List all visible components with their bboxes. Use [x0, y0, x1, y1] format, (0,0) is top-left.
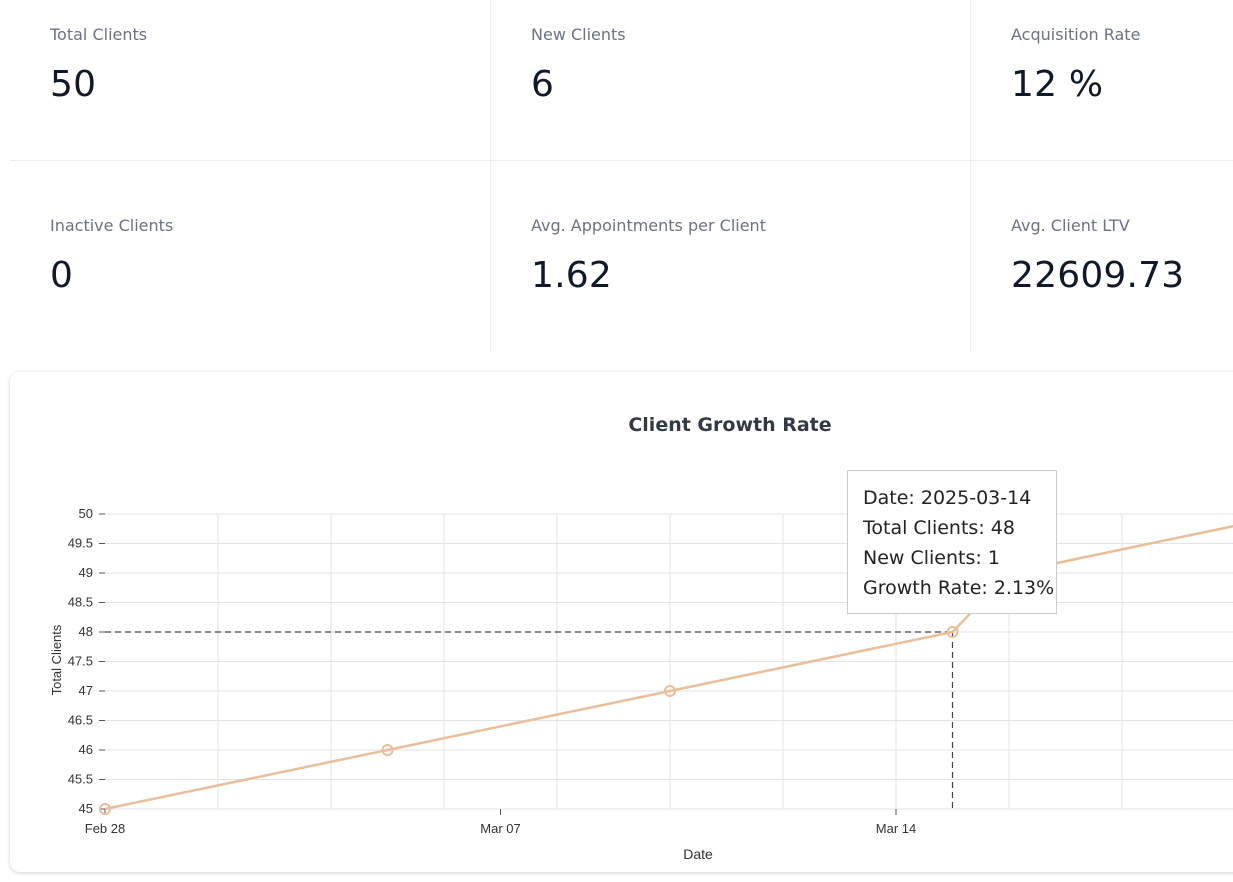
stat-label: Acquisition Rate	[1011, 25, 1141, 44]
tooltip-growth-rate: Growth Rate: 2.13%	[863, 577, 1055, 599]
y-tick-label: 49.5	[68, 536, 93, 551]
data-point-marker	[664, 685, 676, 697]
y-tick-label: 48	[79, 624, 93, 639]
y-tick-label: 46.5	[68, 713, 93, 728]
y-tick-label: 48.5	[68, 595, 93, 610]
stat-value: 50	[50, 64, 97, 105]
y-tick-label: 47	[79, 683, 93, 698]
stat-label: Avg. Client LTV	[1011, 216, 1130, 235]
client-growth-chart-card: Client Growth Rate 45 45.5 46 46.5 47 47.5 48 4…	[10, 372, 1233, 872]
y-tick-label: 50	[79, 506, 93, 521]
chart-tooltip: Date: 2025-03-14 Total Clients: 48 New C…	[847, 470, 1057, 614]
y-axis-label: Total Clients	[49, 624, 64, 695]
y-tick-label: 45	[79, 801, 93, 816]
stat-value: 6	[531, 64, 555, 105]
stats-grid: Total Clients 50 New Clients 6 Acquisiti…	[10, 0, 1233, 352]
stat-label: Inactive Clients	[50, 216, 174, 235]
data-point-marker	[99, 803, 111, 815]
tooltip-new-clients: New Clients: 1	[863, 547, 1000, 569]
stat-value: 1.62	[531, 255, 612, 296]
stat-value: 0	[50, 255, 74, 296]
data-point-marker	[381, 744, 394, 756]
chart-series	[99, 524, 1233, 815]
tooltip-date: Date: 2025-03-14	[863, 487, 1032, 509]
chart-crosshair	[105, 631, 954, 809]
stat-value: 12 %	[1011, 64, 1104, 105]
x-tick-label: Mar 14	[876, 821, 916, 836]
data-point-marker	[946, 626, 959, 638]
chart-axes: 45 45.5 46 46.5 47 47.5 48 48.5 49 49.5 50 Feb 28 Ma…	[68, 506, 917, 836]
stat-inactive-clients: Inactive Clients 0	[10, 161, 490, 352]
y-tick-label: 45.5	[68, 772, 93, 787]
x-tick-label: Feb 28	[85, 821, 125, 836]
y-tick-label: 46	[79, 742, 93, 757]
chart-title: Client Growth Rate	[628, 414, 832, 436]
stat-label: New Clients	[531, 25, 626, 44]
stats-row-divider	[10, 160, 1233, 161]
tooltip-total-clients: Total Clients: 48	[863, 517, 1015, 539]
stat-avg-appointments: Avg. Appointments per Client 1.62	[490, 161, 970, 352]
stat-new-clients: New Clients 6	[490, 0, 970, 160]
y-tick-label: 47.5	[68, 654, 93, 669]
stat-avg-client-ltv: Avg. Client LTV 22609.73	[970, 161, 1233, 352]
stat-value: 22609.73	[1011, 255, 1185, 296]
stat-acquisition-rate: Acquisition Rate 12 %	[970, 0, 1233, 160]
stat-label: Avg. Appointments per Client	[531, 216, 766, 235]
client-growth-chart[interactable]: 45 45.5 46 46.5 47 47.5 48 48.5 49 49.5 50 Feb 28 Ma…	[10, 372, 1233, 872]
chart-grid	[105, 513, 1233, 810]
stat-total-clients: Total Clients 50	[10, 0, 490, 160]
y-tick-label: 49	[79, 565, 93, 580]
stat-label: Total Clients	[50, 25, 148, 44]
x-tick-label: Mar 07	[480, 821, 520, 836]
x-axis-label: Date	[683, 846, 713, 862]
